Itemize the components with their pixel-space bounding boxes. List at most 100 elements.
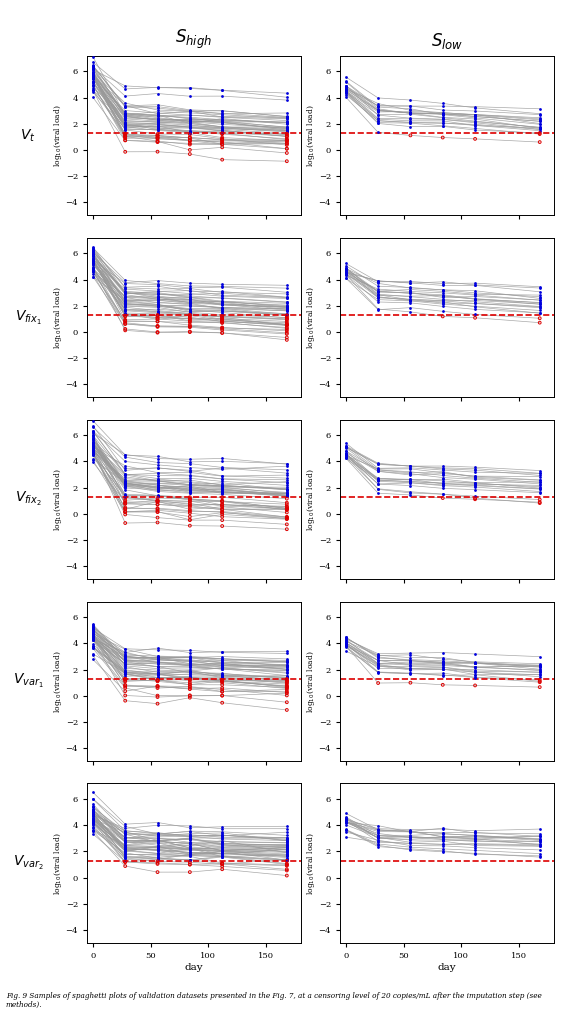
Point: [121, 849, 130, 865]
Point: [153, 277, 162, 293]
Point: [217, 278, 226, 294]
Point: [217, 836, 226, 852]
Point: [185, 286, 194, 302]
Point: [535, 294, 544, 310]
Point: [217, 131, 226, 147]
Point: [121, 129, 130, 145]
Point: [153, 108, 162, 125]
Point: [341, 439, 350, 455]
Point: [88, 441, 97, 457]
Point: [185, 137, 194, 153]
Point: [374, 301, 383, 317]
Point: [185, 654, 194, 670]
Y-axis label: log$_{10}$(viral load): log$_{10}$(viral load): [52, 650, 64, 713]
Point: [185, 314, 194, 331]
Point: [282, 136, 291, 152]
Point: [121, 276, 130, 292]
Point: [185, 464, 194, 481]
Point: [88, 67, 97, 83]
Point: [153, 664, 162, 680]
Point: [153, 483, 162, 499]
Point: [470, 131, 479, 147]
Point: [185, 690, 194, 706]
Point: [438, 469, 447, 486]
Point: [185, 501, 194, 517]
Point: [121, 843, 130, 859]
Point: [121, 281, 130, 297]
Point: [282, 842, 291, 858]
Point: [217, 842, 226, 858]
Point: [153, 309, 162, 325]
Point: [121, 655, 130, 671]
Point: [88, 438, 97, 454]
Point: [438, 834, 447, 850]
Point: [88, 71, 97, 87]
Point: [121, 294, 130, 310]
Point: [406, 660, 415, 676]
Point: [153, 514, 162, 530]
Point: [185, 324, 194, 341]
Point: [282, 852, 291, 868]
Point: [535, 299, 544, 315]
Point: [341, 435, 350, 451]
Point: [470, 659, 479, 675]
Point: [121, 306, 130, 322]
Point: [121, 105, 130, 122]
Point: [185, 478, 194, 494]
Point: [282, 122, 291, 138]
Point: [217, 304, 226, 320]
Point: [121, 97, 130, 114]
Point: [282, 857, 291, 873]
Point: [153, 672, 162, 689]
Point: [217, 837, 226, 853]
Point: [185, 112, 194, 128]
Point: [121, 118, 130, 134]
Point: [470, 469, 479, 486]
Point: [470, 468, 479, 485]
Point: [535, 100, 544, 117]
Point: [185, 817, 194, 834]
Point: [153, 100, 162, 117]
Point: [406, 838, 415, 854]
Point: [374, 291, 383, 307]
Point: [406, 650, 415, 666]
Point: [185, 129, 194, 145]
Point: [438, 289, 447, 305]
Point: [406, 102, 415, 119]
Point: [438, 661, 447, 677]
Point: [153, 479, 162, 495]
Point: [121, 496, 130, 512]
Point: [438, 659, 447, 675]
Point: [153, 112, 162, 128]
Point: [185, 648, 194, 664]
Point: [217, 846, 226, 862]
Point: [217, 659, 226, 675]
Point: [438, 828, 447, 845]
Point: [341, 821, 350, 838]
Point: [217, 494, 226, 510]
Point: [121, 298, 130, 314]
Point: [185, 317, 194, 334]
Point: [153, 115, 162, 131]
Point: [341, 74, 350, 90]
Point: [341, 77, 350, 93]
Point: [341, 258, 350, 274]
Point: [535, 481, 544, 497]
Point: [341, 84, 350, 100]
Point: [153, 134, 162, 150]
Point: [153, 80, 162, 96]
Point: [217, 478, 226, 494]
Point: [121, 122, 130, 138]
Point: [341, 263, 350, 279]
Point: [535, 658, 544, 674]
Point: [88, 784, 97, 800]
Point: [406, 474, 415, 490]
Point: [153, 672, 162, 689]
Point: [121, 656, 130, 672]
Point: [121, 466, 130, 483]
Point: [121, 504, 130, 520]
Point: [88, 621, 97, 637]
Point: [185, 854, 194, 870]
Point: [282, 132, 291, 148]
Point: [535, 106, 544, 123]
